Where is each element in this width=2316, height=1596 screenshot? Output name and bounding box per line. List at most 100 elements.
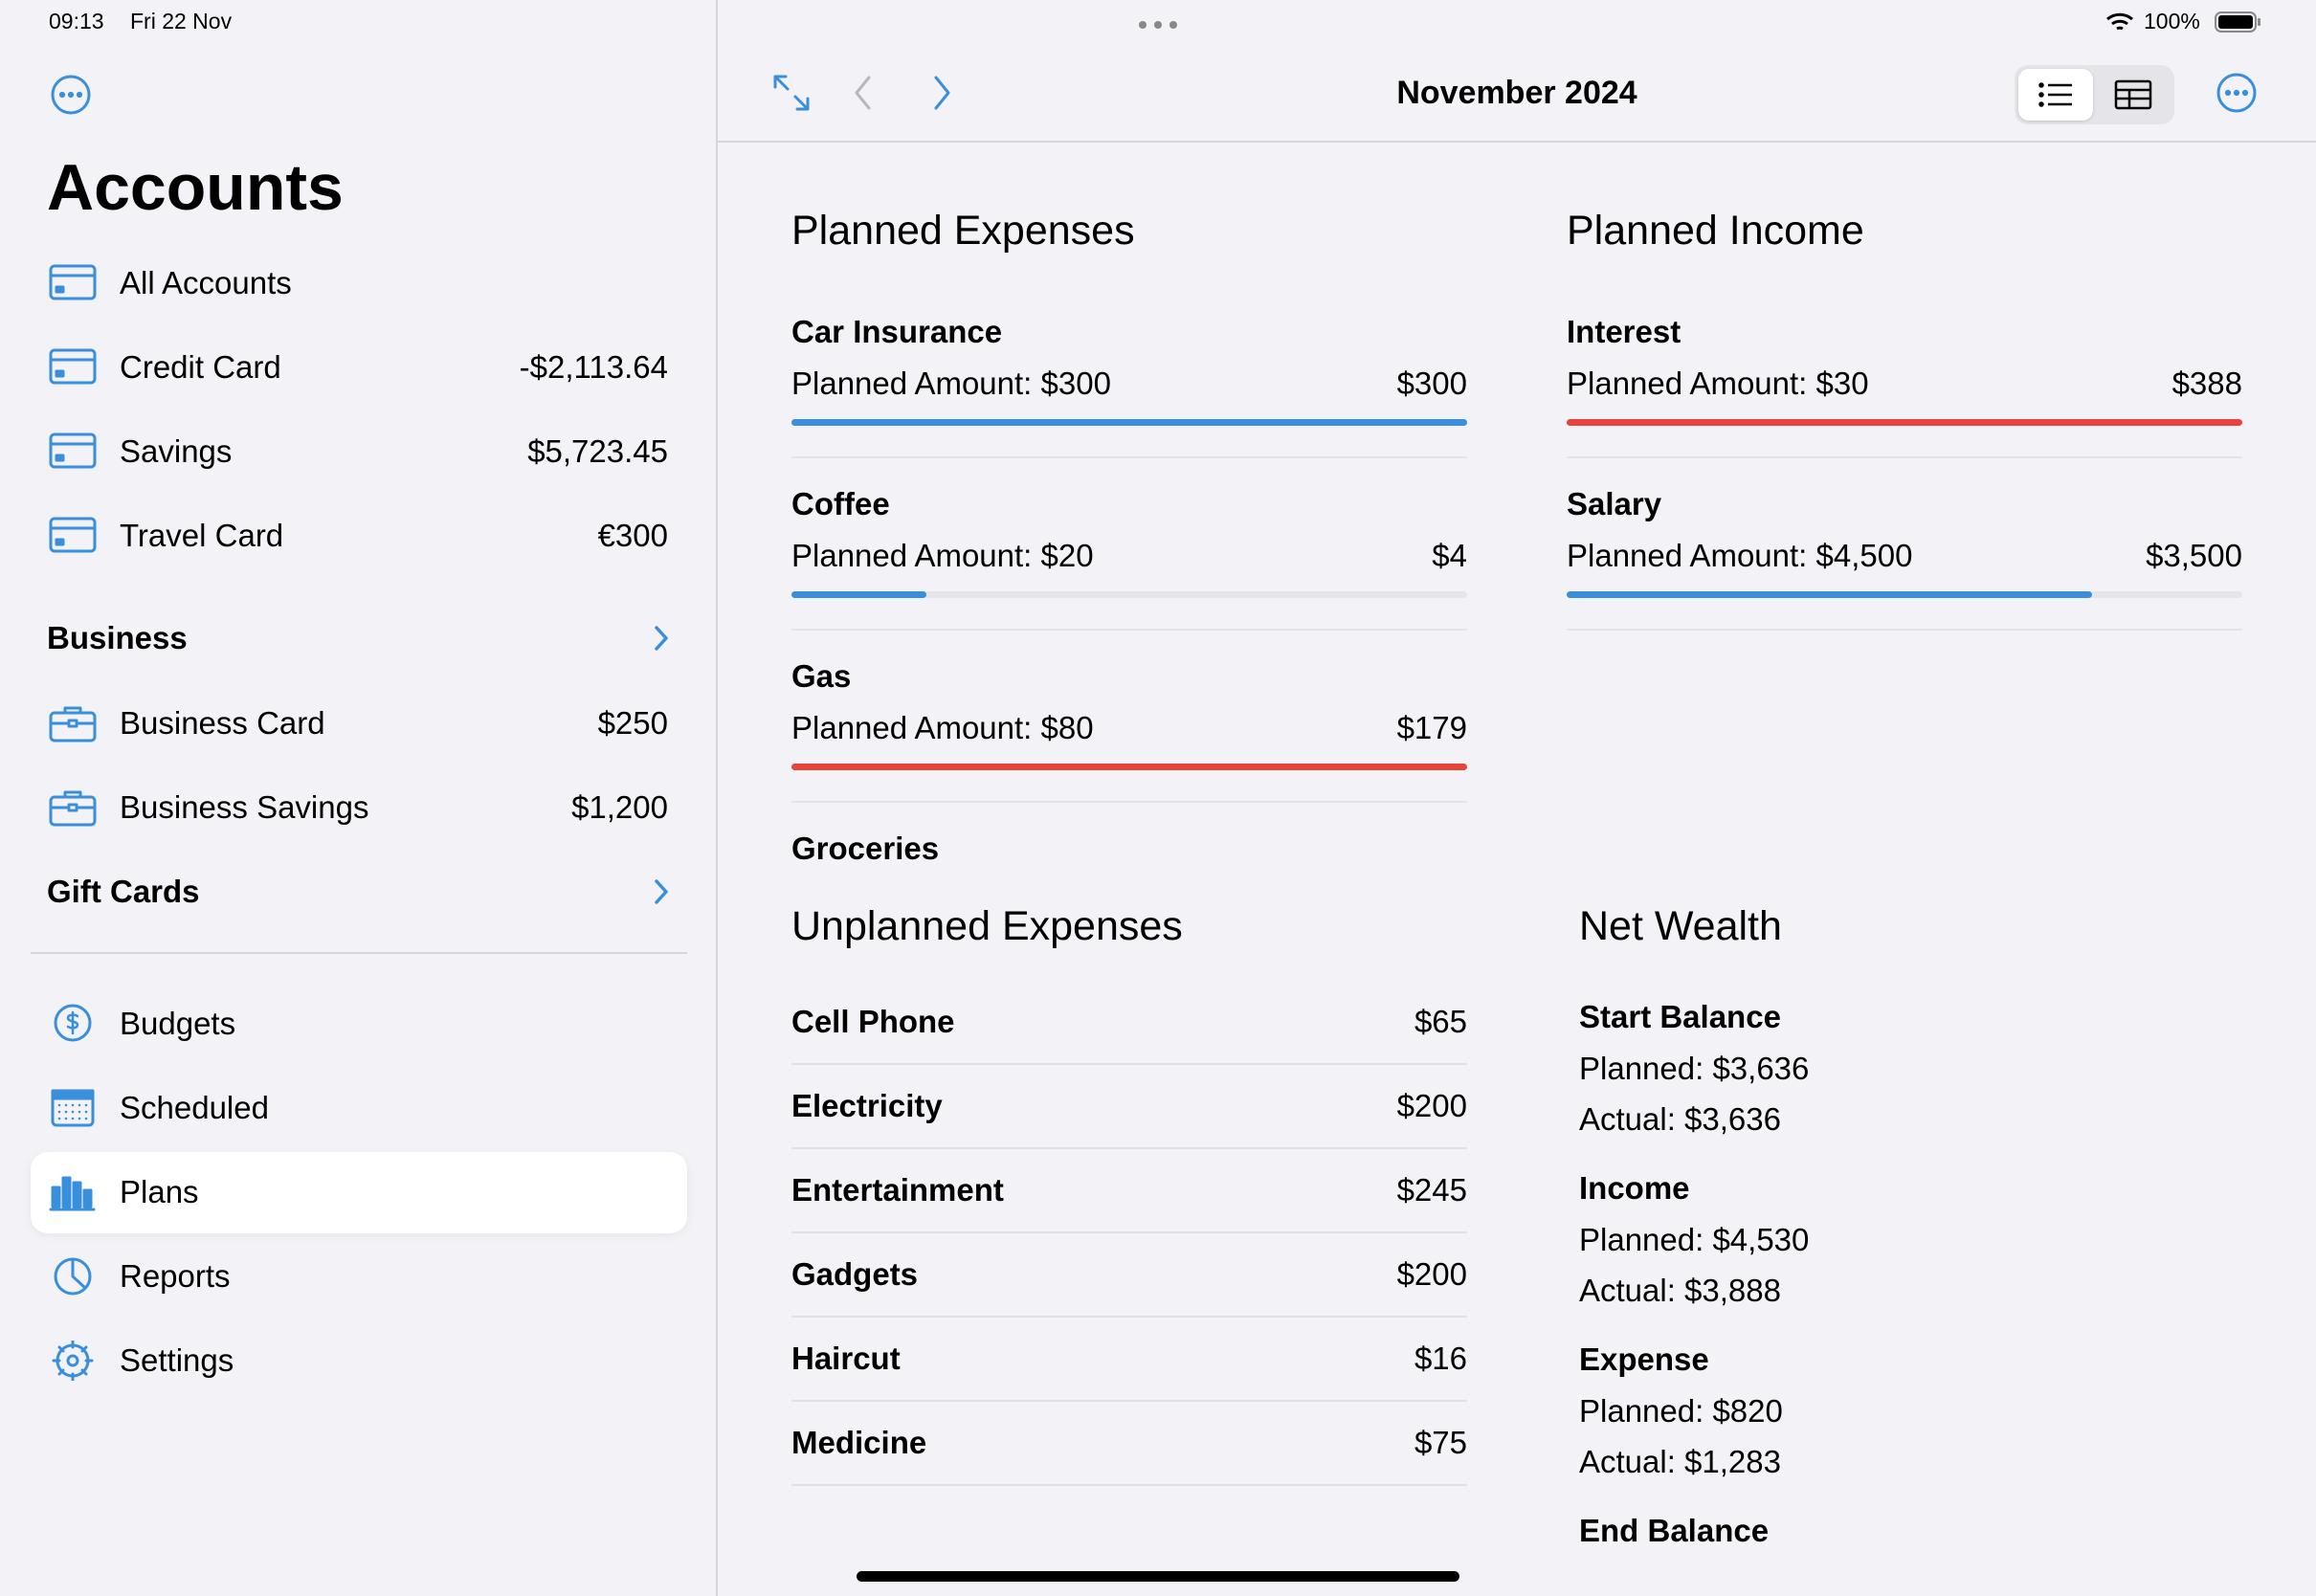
nav-icon (49, 1088, 97, 1128)
planned-amount: Planned Amount: $30 (1567, 366, 1869, 402)
expense-name: Electricity (791, 1088, 943, 1124)
nav-label[interactable]: Scheduled (120, 1090, 269, 1126)
row-separator (791, 456, 1467, 458)
row-separator (791, 801, 1467, 803)
nav-label[interactable]: Budgets (120, 1006, 236, 1042)
actual-amount: $4 (1432, 538, 1467, 574)
nav-icon (49, 1004, 97, 1044)
progress-track (791, 419, 1467, 426)
progress-fill (1567, 591, 2093, 598)
item-name: Car Insurance (791, 314, 1003, 350)
expense-amount: $65 (1414, 1004, 1467, 1040)
progress-fill (791, 419, 1467, 426)
section-chevron[interactable] (652, 625, 671, 652)
row-separator (791, 1231, 1467, 1233)
battery-icon (2215, 11, 2262, 33)
nav-icon (49, 1256, 97, 1297)
more-button[interactable] (2216, 73, 2257, 113)
card-title: Planned Expenses (791, 208, 1135, 255)
card-title: Planned Income (1567, 208, 1864, 255)
group-title: Expense (1579, 1341, 1709, 1378)
expense-name: Medicine (791, 1425, 927, 1461)
progress-track (1567, 591, 2242, 598)
section-chevron[interactable] (652, 878, 671, 905)
account-name[interactable]: Savings (120, 433, 233, 470)
actual-amount: $3,500 (2146, 538, 2242, 574)
business-account-name[interactable]: Business Card (120, 705, 325, 742)
back-button[interactable] (852, 74, 875, 112)
net-wealth-card: Net Wealth Start Balance Planned: $3,636 Ac… (1525, 870, 2283, 1548)
nav-label[interactable]: Reports (120, 1258, 231, 1295)
section-title[interactable]: Business (47, 620, 188, 656)
planned-amount: Planned Amount: $80 (791, 710, 1094, 746)
status-date: Fri 22 Nov (130, 9, 233, 34)
progress-track (791, 591, 1467, 598)
home-indicator (857, 1571, 1459, 1582)
planned-value: Planned: $3,636 (1579, 1051, 1810, 1087)
battery-label: 100% (2144, 9, 2200, 34)
nav-label[interactable]: Settings (120, 1342, 234, 1379)
sidebar-title: Accounts (47, 151, 344, 225)
progress-track (791, 764, 1467, 770)
business-account-icon (49, 788, 97, 827)
business-account-amount: $250 (597, 705, 668, 742)
account-name[interactable]: Credit Card (120, 349, 281, 386)
item-name: Gas (791, 658, 852, 695)
row-separator (1567, 629, 2242, 631)
expense-name: Haircut (791, 1341, 901, 1377)
business-account-name[interactable]: Business Savings (120, 789, 369, 826)
sidebar: Accounts All Accounts Credit Card -$2,113.6… (0, 0, 718, 1596)
toolbar-divider (718, 141, 2316, 143)
item-name: Interest (1567, 314, 1681, 350)
row-separator (791, 629, 1467, 631)
period-title: November 2024 (1396, 74, 1637, 111)
nav-icon (49, 1172, 97, 1212)
main-panel: November 2024 Planned Expenses Car Insuran… (718, 0, 2316, 1596)
actual-amount: $388 (2171, 366, 2242, 402)
section-title[interactable]: Gift Cards (47, 874, 200, 910)
multitask-dots (1137, 17, 1179, 29)
actual-amount: $300 (1396, 366, 1467, 402)
item-name: Coffee (791, 486, 890, 522)
row-separator (791, 1400, 1467, 1402)
expense-name: Entertainment (791, 1172, 1004, 1208)
row-separator (791, 1316, 1467, 1318)
account-name[interactable]: All Accounts (120, 265, 292, 301)
actual-value: Actual: $3,636 (1579, 1101, 1781, 1138)
business-account-icon (49, 704, 97, 743)
card-title: Net Wealth (1579, 903, 1782, 950)
nav-label[interactable]: Plans (120, 1174, 199, 1210)
nav-icon (49, 1340, 97, 1382)
account-amount: €300 (597, 518, 668, 554)
selected-highlight (31, 1152, 687, 1233)
table-view-button[interactable] (2096, 69, 2171, 121)
account-name[interactable]: Travel Card (120, 518, 284, 554)
expense-amount: $245 (1396, 1172, 1467, 1208)
planned-expenses-card: Planned Expenses Car Insurance Planned Amo… (750, 173, 1508, 866)
planned-value: Planned: $4,530 (1579, 1222, 1810, 1258)
forward-button[interactable] (930, 74, 953, 112)
expand-button[interactable] (771, 73, 812, 113)
planned-amount: Planned Amount: $4,500 (1567, 538, 1913, 574)
list-view-button[interactable] (2018, 69, 2093, 121)
account-amount: $5,723.45 (527, 433, 668, 470)
actual-value: Actual: $3,888 (1579, 1273, 1781, 1309)
account-icon (49, 517, 97, 555)
progress-fill (791, 764, 1467, 770)
unplanned-expenses-card: Unplanned Expenses Cell Phone $65 Electrici… (750, 870, 1508, 1540)
business-account-amount: $1,200 (571, 789, 668, 826)
actual-amount: $179 (1396, 710, 1467, 746)
progress-fill (791, 591, 927, 598)
expense-amount: $75 (1414, 1425, 1467, 1461)
more-button[interactable] (51, 75, 91, 115)
account-icon (49, 348, 97, 387)
view-toggle[interactable] (2015, 65, 2174, 124)
account-icon (49, 264, 97, 302)
actual-value: Actual: $1,283 (1579, 1444, 1781, 1480)
group-title: Start Balance (1579, 999, 1781, 1035)
group-title: End Balance (1579, 1513, 1770, 1549)
separator (31, 952, 687, 954)
item-name: Groceries (791, 831, 940, 867)
expense-amount: $200 (1396, 1256, 1467, 1293)
